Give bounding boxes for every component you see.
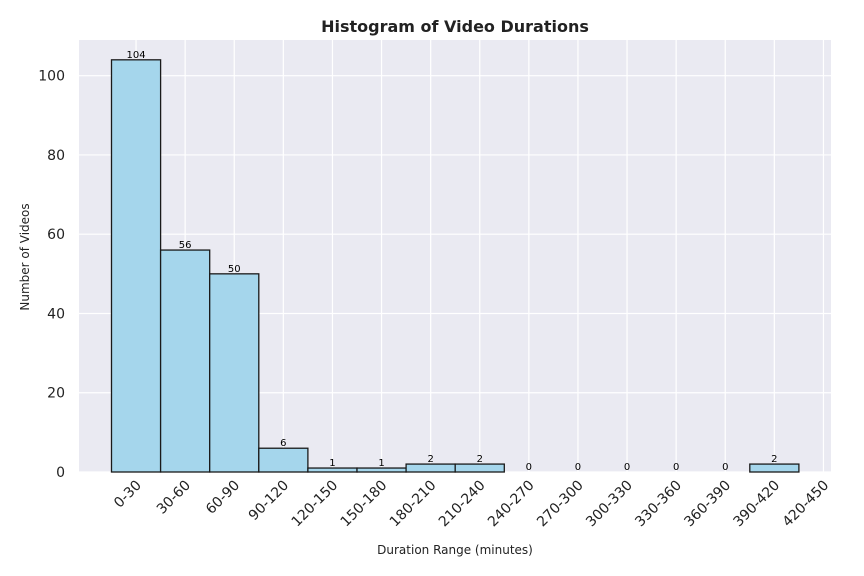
y-tick-label: 0	[56, 465, 65, 481]
x-tick-label: 270-300	[534, 478, 587, 531]
y-tick-label: 100	[38, 69, 65, 85]
data-label-270-300: 0	[575, 462, 581, 473]
data-label-300-330: 0	[624, 462, 630, 473]
data-label-30-60: 56	[179, 240, 192, 251]
x-tick-label: 330-360	[632, 478, 685, 531]
x-tick-label: 390-420	[730, 478, 783, 531]
bars	[110, 59, 800, 473]
y-tick-label: 80	[47, 148, 65, 164]
x-tick-label: 90-120	[246, 478, 292, 524]
bar-390-420	[749, 463, 800, 473]
x-tick-label: 120-150	[289, 478, 342, 531]
data-label-60-90: 50	[228, 264, 241, 275]
data-label-240-270: 0	[526, 462, 532, 473]
data-label-0-30: 104	[127, 50, 146, 61]
bar-30-60	[159, 249, 211, 473]
bar-0-30	[110, 59, 162, 473]
y-tick-label: 40	[47, 306, 65, 322]
chart-title: Histogram of Video Durations	[321, 17, 589, 36]
data-label-120-150: 1	[329, 458, 335, 469]
x-tick-label: 150-180	[338, 478, 391, 531]
x-tick-label: 180-210	[387, 478, 440, 531]
data-label-210-240: 2	[477, 454, 483, 465]
data-label-390-420: 2	[771, 454, 777, 465]
x-tick-label: 360-390	[681, 478, 734, 531]
y-tick-label: 60	[47, 227, 65, 243]
x-tick-labels: 0-30 30-60 60-90 90-120120-150150-180180-21…	[111, 478, 832, 531]
data-labels: 104 56 50 6 1 1 2 2 0 0 0 0 0 2	[127, 50, 778, 473]
data-label-180-210: 2	[427, 454, 433, 465]
y-tick-label: 20	[47, 386, 65, 402]
data-label-90-120: 6	[280, 438, 286, 449]
y-tick-labels: 0 20 40 60 80 100	[38, 69, 65, 481]
x-tick-label: 300-330	[583, 478, 636, 531]
bar-210-240	[454, 463, 505, 473]
x-tick-label: 60-90	[203, 478, 243, 518]
x-tick-label: 30-60	[154, 478, 194, 518]
x-axis-label: Duration Range (minutes)	[377, 543, 533, 557]
x-tick-label: 0-30	[111, 478, 145, 512]
x-tick-label: 420-450	[780, 478, 833, 531]
bar-90-120	[258, 447, 309, 473]
x-tick-label: 210-240	[436, 478, 489, 531]
data-label-360-390: 0	[722, 462, 728, 473]
data-label-150-180: 1	[378, 458, 384, 469]
bar-60-90	[209, 273, 260, 473]
bar-180-210	[405, 463, 456, 473]
x-tick-label: 240-270	[485, 478, 538, 531]
data-label-330-360: 0	[673, 462, 679, 473]
y-axis-label: Number of Videos	[18, 203, 32, 310]
